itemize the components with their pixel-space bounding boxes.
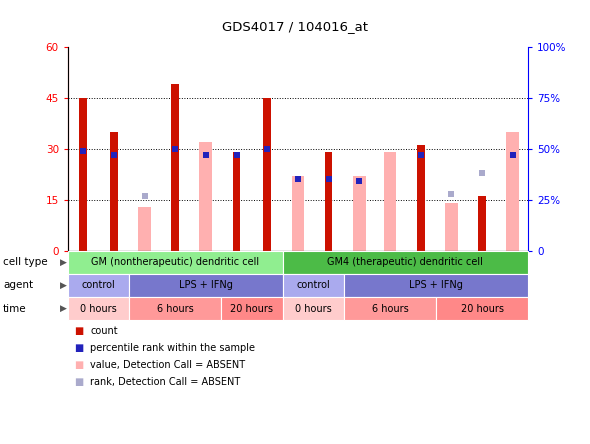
Bar — [384, 152, 396, 251]
Text: ■: ■ — [74, 343, 83, 353]
Bar — [263, 98, 271, 251]
Bar — [199, 142, 212, 251]
Text: ■: ■ — [74, 360, 83, 370]
Text: control: control — [296, 281, 330, 290]
Text: value, Detection Call = ABSENT: value, Detection Call = ABSENT — [90, 360, 245, 370]
Text: ▶: ▶ — [60, 304, 67, 313]
Text: control: control — [81, 281, 116, 290]
Text: 6 hours: 6 hours — [372, 304, 408, 313]
Text: GM4 (therapeutic) dendritic cell: GM4 (therapeutic) dendritic cell — [327, 258, 483, 267]
Text: percentile rank within the sample: percentile rank within the sample — [90, 343, 255, 353]
Bar — [291, 176, 304, 251]
Bar — [445, 203, 458, 251]
Bar — [232, 152, 241, 251]
Text: ▶: ▶ — [60, 258, 67, 267]
Text: ■: ■ — [74, 326, 83, 336]
Bar — [80, 98, 87, 251]
Text: 20 hours: 20 hours — [231, 304, 273, 313]
Bar — [324, 152, 332, 251]
Text: time: time — [3, 304, 27, 313]
Bar — [506, 132, 519, 251]
Text: agent: agent — [3, 281, 33, 290]
Text: LPS + IFNg: LPS + IFNg — [179, 281, 233, 290]
Text: 6 hours: 6 hours — [157, 304, 194, 313]
Text: count: count — [90, 326, 118, 336]
Bar — [110, 132, 118, 251]
Bar — [138, 206, 151, 251]
Text: 0 hours: 0 hours — [80, 304, 117, 313]
Text: cell type: cell type — [3, 258, 48, 267]
Text: 0 hours: 0 hours — [295, 304, 332, 313]
Text: 20 hours: 20 hours — [461, 304, 503, 313]
Text: GDS4017 / 104016_at: GDS4017 / 104016_at — [222, 20, 368, 33]
Text: rank, Detection Call = ABSENT: rank, Detection Call = ABSENT — [90, 377, 241, 387]
Bar — [353, 176, 366, 251]
Text: GM (nontherapeutic) dendritic cell: GM (nontherapeutic) dendritic cell — [91, 258, 259, 267]
Text: ■: ■ — [74, 377, 83, 387]
Bar — [171, 84, 179, 251]
Bar — [478, 196, 486, 251]
Text: LPS + IFNg: LPS + IFNg — [409, 281, 463, 290]
Text: ▶: ▶ — [60, 281, 67, 290]
Bar — [417, 145, 424, 251]
